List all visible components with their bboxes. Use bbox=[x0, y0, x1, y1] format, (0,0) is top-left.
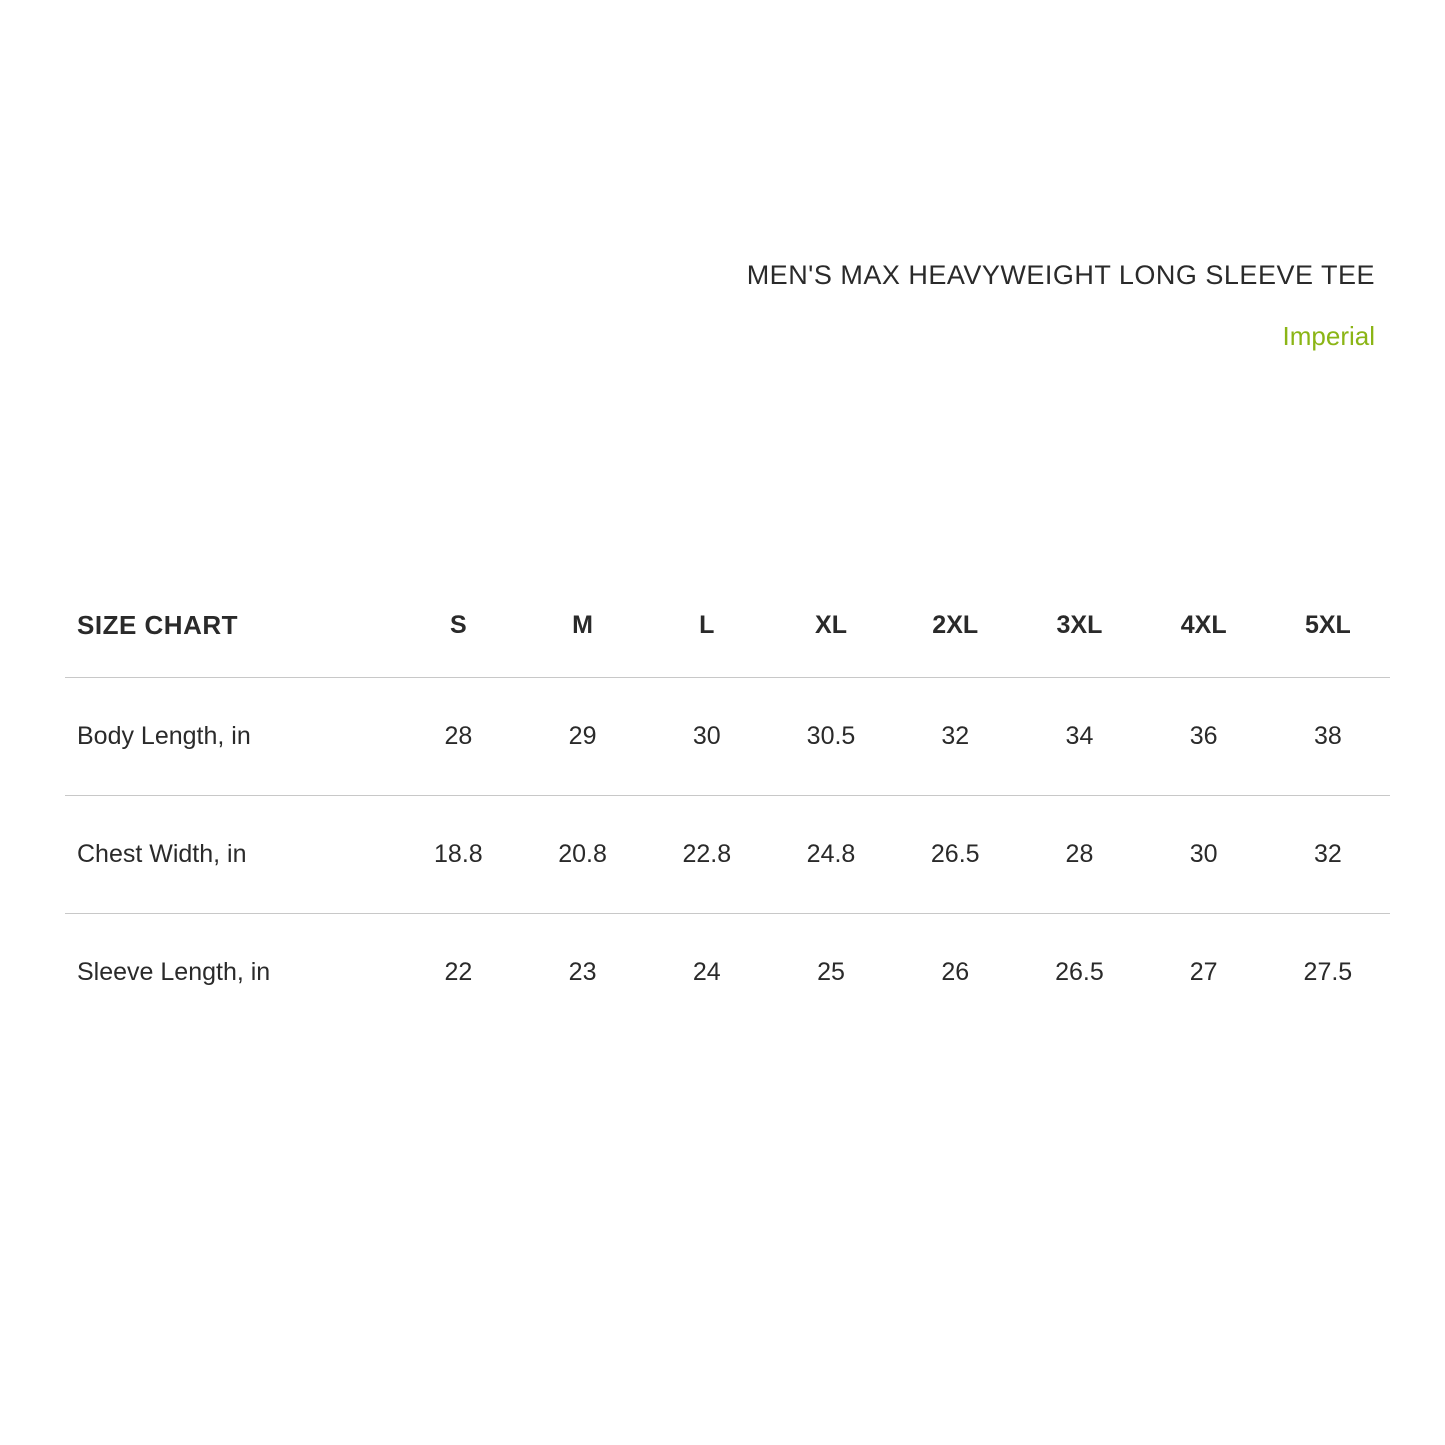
cell: 26.5 bbox=[1017, 914, 1141, 1032]
row-label: Chest Width, in bbox=[65, 796, 396, 914]
cell: 32 bbox=[893, 678, 1017, 796]
size-chart-label: SIZE CHART bbox=[65, 580, 396, 678]
product-title: MEN'S MAX HEAVYWEIGHT LONG SLEEVE TEE bbox=[747, 260, 1375, 291]
table-header-row: SIZE CHART S M L XL 2XL 3XL 4XL 5XL bbox=[65, 580, 1390, 678]
cell: 29 bbox=[520, 678, 644, 796]
cell: 26.5 bbox=[893, 796, 1017, 914]
row-label: Sleeve Length, in bbox=[65, 914, 396, 1032]
table-row: Sleeve Length, in 22 23 24 25 26 26.5 27… bbox=[65, 914, 1390, 1032]
cell: 22 bbox=[396, 914, 520, 1032]
cell: 26 bbox=[893, 914, 1017, 1032]
size-chart-table: SIZE CHART S M L XL 2XL 3XL 4XL 5XL Body… bbox=[65, 580, 1390, 1031]
cell: 24.8 bbox=[769, 796, 893, 914]
size-col-header: 2XL bbox=[893, 580, 1017, 678]
size-col-header: L bbox=[645, 580, 769, 678]
cell: 28 bbox=[1017, 796, 1141, 914]
cell: 30.5 bbox=[769, 678, 893, 796]
cell: 30 bbox=[1142, 796, 1266, 914]
cell: 28 bbox=[396, 678, 520, 796]
cell: 34 bbox=[1017, 678, 1141, 796]
row-label: Body Length, in bbox=[65, 678, 396, 796]
cell: 32 bbox=[1266, 796, 1390, 914]
cell: 24 bbox=[645, 914, 769, 1032]
size-col-header: 4XL bbox=[1142, 580, 1266, 678]
size-col-header: S bbox=[396, 580, 520, 678]
cell: 25 bbox=[769, 914, 893, 1032]
size-chart-container: SIZE CHART S M L XL 2XL 3XL 4XL 5XL Body… bbox=[65, 580, 1390, 1031]
cell: 27.5 bbox=[1266, 914, 1390, 1032]
cell: 30 bbox=[645, 678, 769, 796]
cell: 36 bbox=[1142, 678, 1266, 796]
cell: 20.8 bbox=[520, 796, 644, 914]
size-col-header: XL bbox=[769, 580, 893, 678]
table-row: Body Length, in 28 29 30 30.5 32 34 36 3… bbox=[65, 678, 1390, 796]
header-block: MEN'S MAX HEAVYWEIGHT LONG SLEEVE TEE Im… bbox=[747, 260, 1375, 352]
unit-label: Imperial bbox=[747, 321, 1375, 352]
size-col-header: 3XL bbox=[1017, 580, 1141, 678]
cell: 22.8 bbox=[645, 796, 769, 914]
size-col-header: M bbox=[520, 580, 644, 678]
size-col-header: 5XL bbox=[1266, 580, 1390, 678]
cell: 38 bbox=[1266, 678, 1390, 796]
cell: 18.8 bbox=[396, 796, 520, 914]
cell: 23 bbox=[520, 914, 644, 1032]
cell: 27 bbox=[1142, 914, 1266, 1032]
table-row: Chest Width, in 18.8 20.8 22.8 24.8 26.5… bbox=[65, 796, 1390, 914]
